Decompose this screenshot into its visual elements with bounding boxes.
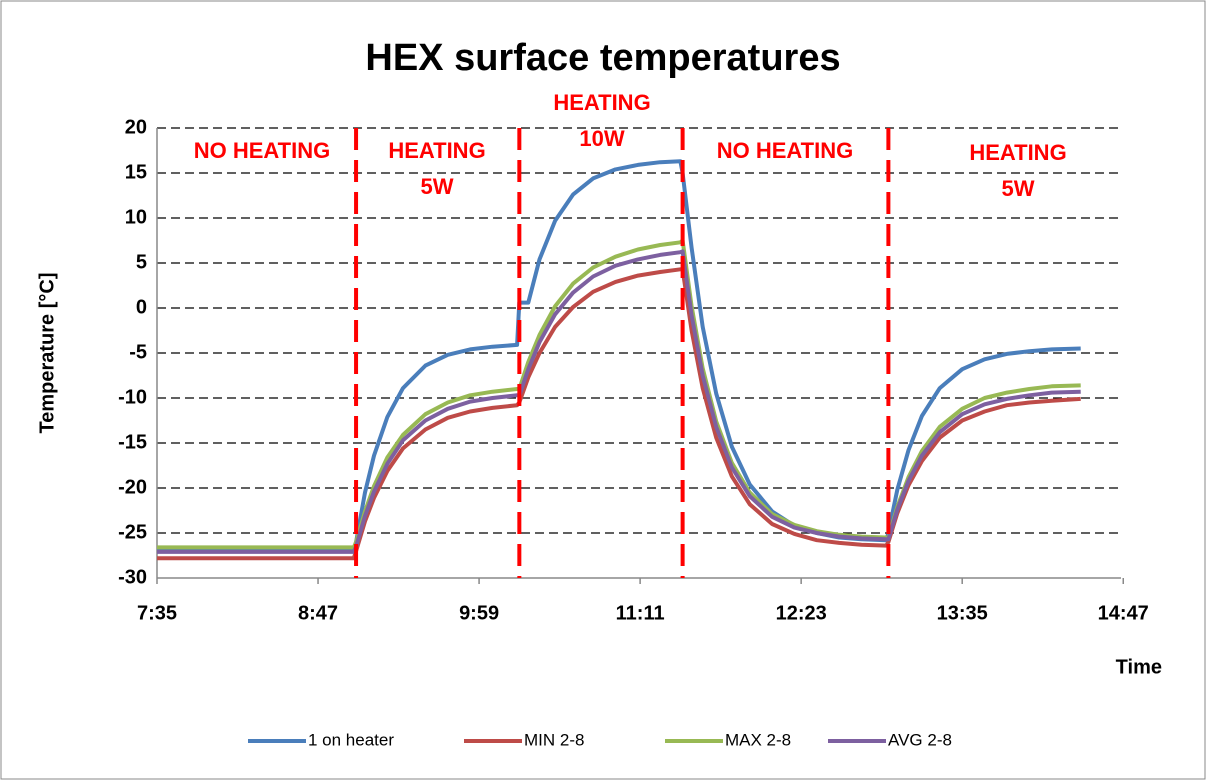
y-axis-title: Temperature [°C] <box>36 273 58 434</box>
y-tick-label: 20 <box>125 116 147 138</box>
annotation: 10W <box>579 126 624 151</box>
annotation: HEATING <box>969 140 1066 165</box>
y-tick-label: 0 <box>136 296 147 318</box>
legend-label: 1 on heater <box>308 730 394 749</box>
annotation: 5W <box>421 174 454 199</box>
x-tick-label: 14:47 <box>1098 602 1149 624</box>
y-tick-label: -20 <box>118 476 147 498</box>
annotation: HEATING <box>553 90 650 115</box>
legend-label: MAX 2-8 <box>725 730 791 749</box>
legend-label: AVG 2-8 <box>888 730 952 749</box>
annotation: HEATING <box>388 138 485 163</box>
annotation: 5W <box>1002 176 1035 201</box>
series-line <box>157 249 1081 554</box>
x-axis-title: Time <box>1116 656 1162 678</box>
legend-label: MIN 2-8 <box>524 730 584 749</box>
y-tick-label: -15 <box>118 431 147 453</box>
x-tick-label: 11:11 <box>616 602 665 624</box>
annotation: NO HEATING <box>717 138 853 163</box>
x-tick-label: 9:59 <box>459 602 499 624</box>
chart-title: HEX surface temperatures <box>365 37 840 79</box>
series-line <box>157 159 1081 553</box>
y-tick-label: 10 <box>125 206 147 228</box>
y-tick-label: -25 <box>118 521 147 543</box>
annotation: NO HEATING <box>194 138 330 163</box>
y-tick-label: 5 <box>136 251 147 273</box>
x-tick-label: 7:35 <box>137 602 177 624</box>
y-tick-label: 15 <box>125 161 147 183</box>
y-tick-label: -5 <box>129 341 147 363</box>
x-tick-label: 13:35 <box>937 602 988 624</box>
y-tick-label: -30 <box>118 566 147 588</box>
x-tick-label: 8:47 <box>298 602 338 624</box>
x-tick-label: 12:23 <box>776 602 827 624</box>
y-tick-label: -10 <box>118 386 147 408</box>
